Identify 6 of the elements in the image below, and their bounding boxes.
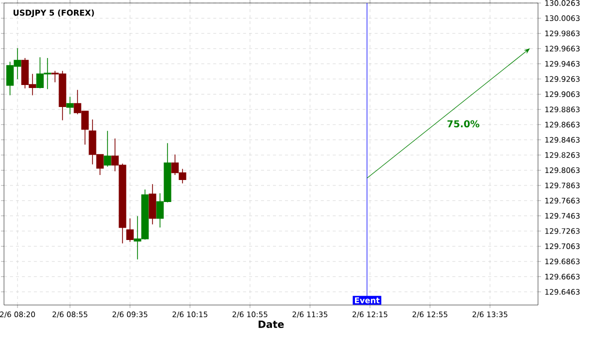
annotation: 75.0% (447, 120, 480, 128)
candlestick (66, 96, 74, 115)
candlestick (148, 184, 156, 225)
x-axis-title: Date (258, 320, 284, 328)
candlestick (104, 130, 112, 168)
candlestick (126, 218, 134, 242)
